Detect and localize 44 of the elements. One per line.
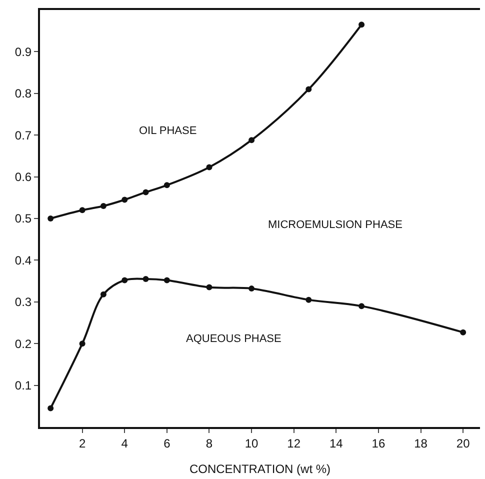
point [206, 284, 212, 290]
x-tick-label: 16 [372, 436, 386, 450]
y-tick-label: 0.9 [14, 44, 32, 59]
point [48, 405, 54, 412]
y-tick-label: 0.6 [14, 170, 32, 184]
x-tick-label: 6 [164, 436, 171, 450]
point [306, 296, 312, 303]
x-tick-label: 14 [329, 436, 344, 450]
y-tick-label: 0.7 [14, 128, 32, 142]
point [122, 277, 128, 284]
y-tick-label: 0.5 [14, 212, 32, 226]
point [79, 207, 86, 214]
annotation: OIL PHASE [139, 125, 197, 137]
y-tick-label: 0.3 [14, 295, 32, 310]
point [248, 137, 255, 144]
x-axis-title: CONCENTRATION (wt %) [189, 462, 331, 476]
y-tick-label: 0.1 [14, 378, 32, 392]
point [164, 182, 170, 188]
x-tick-label: 8 [206, 436, 213, 450]
point [248, 286, 255, 292]
point [306, 86, 312, 92]
x-tick-label: 4 [121, 436, 128, 450]
annotation: AQUEOUS PHASE [186, 333, 282, 345]
y-tick-label: 0.4 [14, 253, 32, 268]
y-tick-label: 0.2 [14, 336, 32, 351]
x-tick-label: 2 [78, 436, 86, 450]
point [358, 303, 365, 310]
point [142, 276, 149, 282]
point [100, 291, 106, 298]
x-tick-label: 18 [414, 436, 428, 450]
point [100, 202, 106, 209]
y-tick-label: 0.8 [14, 86, 32, 101]
point [79, 340, 86, 347]
x-tick-label: 10 [244, 436, 259, 450]
point [142, 189, 149, 196]
point [164, 277, 170, 284]
point [358, 22, 365, 28]
point [122, 196, 128, 203]
annotation: MICROEMULSION PHASE [268, 219, 402, 231]
x-tick-label: 12 [287, 436, 301, 450]
point [460, 329, 466, 336]
point [48, 216, 54, 222]
x-tick-label: 20 [456, 436, 470, 450]
point [206, 164, 212, 170]
